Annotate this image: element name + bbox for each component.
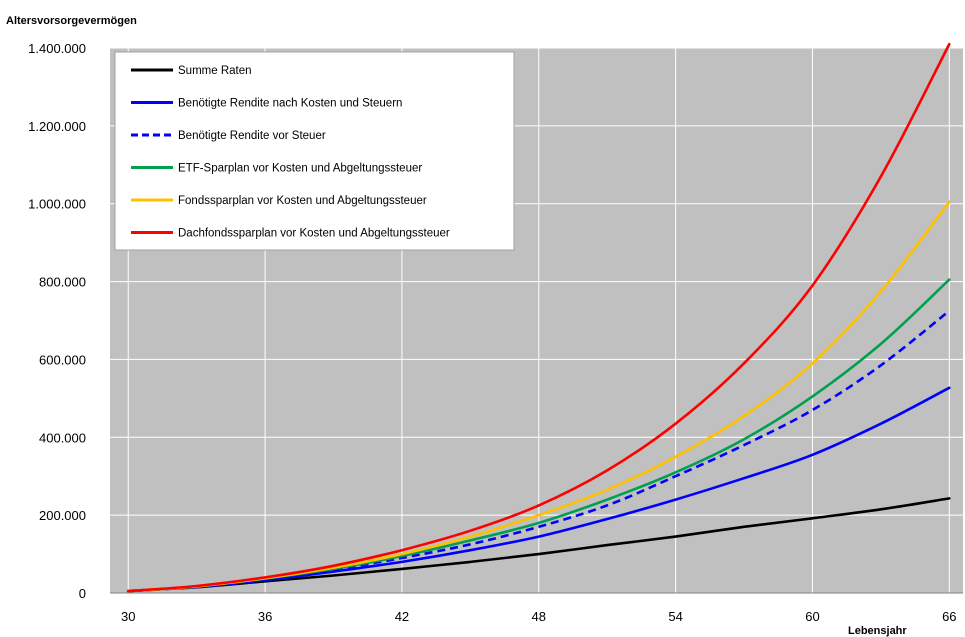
x-axis-ticks: 30 36 42 48 54 60 66: [121, 609, 957, 624]
series-line-6: [126, 42, 951, 593]
legend-label: Benötigte Rendite nach Kosten und Steuer…: [178, 98, 402, 110]
y-tick-label: 1.200.000: [28, 119, 86, 134]
x-axis-title: Lebensjahr: [848, 625, 907, 637]
y-axis-ticks: 0 200.000 400.000 600.000 800.000 1.000.000 1.…: [28, 41, 86, 601]
x-tick-label: 36: [258, 609, 272, 624]
legend: Summe Raten Benötigte Rendite nach Kosten…: [114, 51, 515, 251]
x-tick-label: 48: [532, 609, 546, 624]
legend-label: Summe Raten: [178, 65, 252, 77]
y-tick-label: 800.000: [39, 275, 86, 290]
series-lines: [126, 42, 951, 593]
y-tick-label: 200.000: [39, 508, 86, 523]
y-tick-label: 1.000.000: [28, 197, 86, 212]
legend-label: Dachfondssparplan vor Kosten und Abgeltu…: [178, 228, 450, 240]
legend-label: Benötigte Rendite vor Steuer: [178, 130, 326, 142]
legend-label: Fondssparplan vor Kosten und Abgeltungss…: [178, 195, 427, 207]
y-tick-label: 600.000: [39, 352, 86, 367]
x-tick-label: 42: [395, 609, 409, 624]
y-axis-title: Altersvorsorgevermögen: [6, 15, 137, 27]
legend-box: [114, 51, 515, 251]
x-tick-label: 54: [668, 609, 682, 624]
y-tick-label: 1.400.000: [28, 41, 86, 56]
y-tick-label: 0: [79, 586, 86, 601]
x-tick-label: 66: [942, 609, 956, 624]
x-tick-label: 60: [805, 609, 819, 624]
x-tick-label: 30: [121, 609, 135, 624]
legend-label: ETF-Sparplan vor Kosten und Abgeltungsst…: [178, 163, 422, 175]
y-tick-label: 400.000: [39, 430, 86, 445]
